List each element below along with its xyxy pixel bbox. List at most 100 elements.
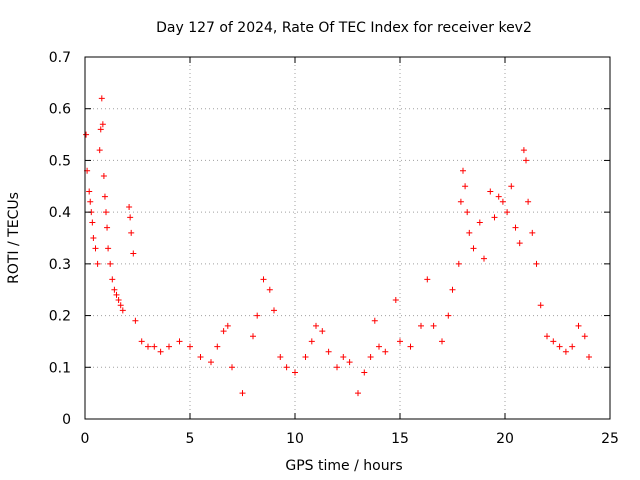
data-point	[109, 276, 116, 283]
data-point	[392, 297, 399, 304]
data-point	[445, 312, 452, 319]
data-point	[107, 260, 114, 267]
data-point	[220, 328, 227, 335]
data-point	[537, 302, 544, 309]
data-point	[145, 343, 151, 350]
data-point	[460, 167, 466, 174]
data-point	[113, 291, 120, 298]
data-point	[586, 353, 592, 360]
data-point	[512, 224, 519, 231]
data-point	[308, 338, 315, 345]
data-point	[292, 369, 298, 376]
data-point	[197, 353, 204, 360]
data-point	[407, 343, 414, 350]
data-point	[481, 255, 487, 262]
data-point	[302, 353, 309, 360]
data-point	[260, 276, 267, 283]
data-point	[128, 229, 135, 236]
data-point	[457, 198, 464, 205]
data-point	[87, 198, 94, 205]
data-point	[520, 147, 527, 154]
data-point	[229, 364, 235, 371]
data-point	[470, 245, 477, 252]
data-point	[266, 286, 273, 293]
data-point	[462, 183, 469, 190]
data-point	[130, 250, 137, 257]
data-point	[98, 95, 105, 102]
data-point	[115, 297, 122, 304]
y-tick-label: 0	[62, 412, 71, 428]
data-point	[105, 245, 112, 252]
data-point	[575, 322, 582, 329]
plot-frame	[84, 56, 611, 420]
data-point	[371, 317, 378, 324]
data-point	[83, 131, 90, 138]
grid	[85, 57, 610, 419]
data-point	[504, 209, 511, 216]
data-point	[424, 276, 431, 283]
data-point	[361, 369, 368, 376]
data-point	[544, 333, 550, 340]
x-tick-labels: 0 5 10 15 20 25	[81, 431, 619, 447]
data-point	[86, 188, 93, 195]
data-point	[103, 209, 109, 216]
data-point	[313, 322, 319, 329]
data-point	[455, 260, 462, 267]
x-tick-label: 15	[391, 431, 409, 447]
x-tick-label: 10	[286, 431, 304, 447]
data-point	[99, 121, 106, 128]
y-tick-label: 0.1	[49, 360, 71, 376]
data-point	[439, 338, 445, 345]
data-point	[325, 348, 332, 355]
data-point	[239, 390, 246, 397]
data-point	[376, 343, 382, 350]
data-point	[104, 224, 111, 231]
data-point	[101, 193, 108, 200]
data-point	[491, 214, 498, 221]
x-tick-label: 0	[81, 431, 90, 447]
data-point	[138, 338, 145, 345]
y-tick-label: 0.4	[49, 205, 71, 221]
data-point	[117, 302, 124, 309]
data-point	[96, 147, 103, 154]
data-point	[569, 343, 576, 350]
data-point	[397, 338, 403, 345]
data-point	[90, 235, 97, 241]
data-points	[83, 95, 592, 397]
data-point	[382, 348, 389, 355]
data-point	[533, 260, 540, 267]
data-point	[529, 229, 536, 236]
data-point	[254, 312, 261, 319]
y-tick-label: 0.3	[49, 257, 71, 273]
data-point	[132, 317, 139, 324]
y-axis-title: ROTI / TECUs	[6, 192, 22, 284]
data-point	[277, 353, 284, 360]
data-point	[94, 260, 101, 267]
data-point	[187, 343, 193, 350]
data-point	[449, 286, 456, 293]
data-point	[151, 343, 158, 350]
data-point	[430, 322, 437, 329]
data-point	[214, 343, 221, 350]
data-point	[346, 359, 353, 366]
data-point	[355, 390, 361, 397]
data-point	[126, 203, 133, 210]
data-point	[208, 359, 214, 366]
data-point	[89, 219, 96, 226]
x-axis-title: GPS time / hours	[285, 458, 402, 474]
data-point	[581, 333, 588, 340]
y-tick-label: 0.6	[49, 102, 71, 118]
y-tick-label: 0.5	[49, 153, 71, 169]
data-point	[166, 343, 172, 350]
y-tick-labels: 0 0.1 0.2 0.3 0.4 0.5 0.6 0.7	[49, 50, 71, 428]
data-point	[550, 338, 557, 345]
data-point	[516, 240, 523, 247]
data-point	[464, 209, 471, 216]
data-point	[367, 353, 374, 360]
data-point	[111, 286, 118, 293]
data-point	[319, 328, 326, 335]
data-point	[562, 348, 569, 355]
data-point	[495, 193, 502, 200]
data-point	[487, 188, 494, 195]
